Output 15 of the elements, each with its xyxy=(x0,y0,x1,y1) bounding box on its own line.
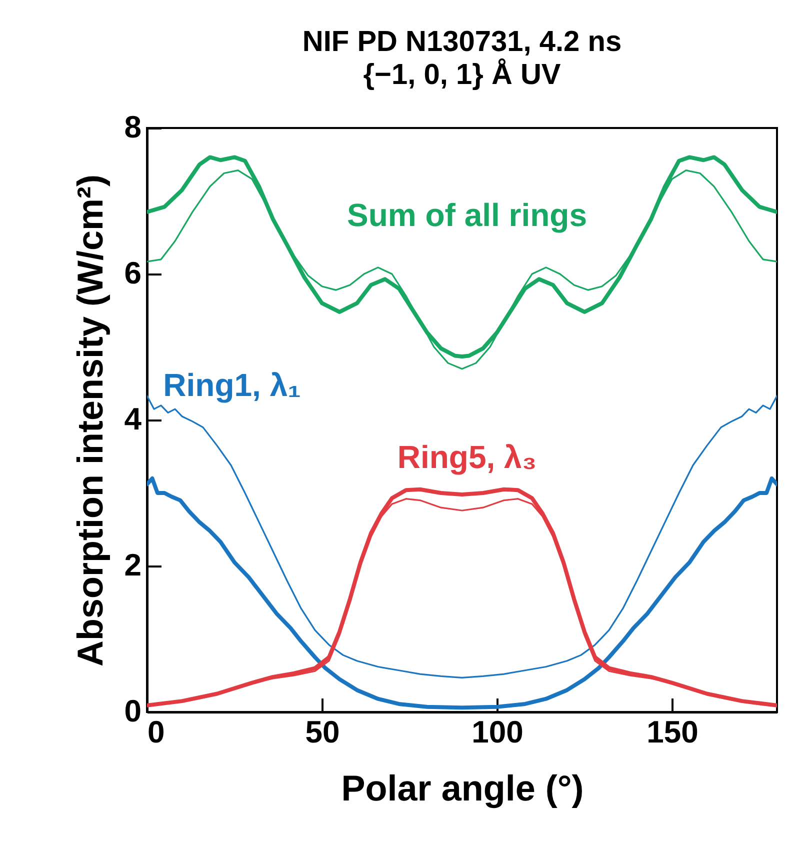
x-axis-title: Polar angle (°) xyxy=(341,768,584,808)
y-tick-label: 6 xyxy=(124,256,142,290)
text: Ring1, λ₁ xyxy=(163,367,301,403)
x-tick-label: 0 xyxy=(148,714,165,750)
series-label: Ring5, λ₃ xyxy=(397,439,537,475)
y-axis-title: Absorption intensity (W/cm²) xyxy=(69,174,110,666)
x-tick-label: 100 xyxy=(472,714,524,750)
x-tick-label: 150 xyxy=(646,714,698,750)
y-tick-label: 4 xyxy=(124,402,142,436)
y-tick-label: 8 xyxy=(124,110,142,144)
chart-title: NIF PD N130731, 4.2 ns xyxy=(302,26,622,58)
x-tick-label: 50 xyxy=(305,714,340,750)
chart-subtitle: {−1, 0, 1} Å UV xyxy=(363,58,562,91)
series-label: Sum of all rings xyxy=(346,197,588,233)
y-tick-label: 2 xyxy=(124,548,142,582)
